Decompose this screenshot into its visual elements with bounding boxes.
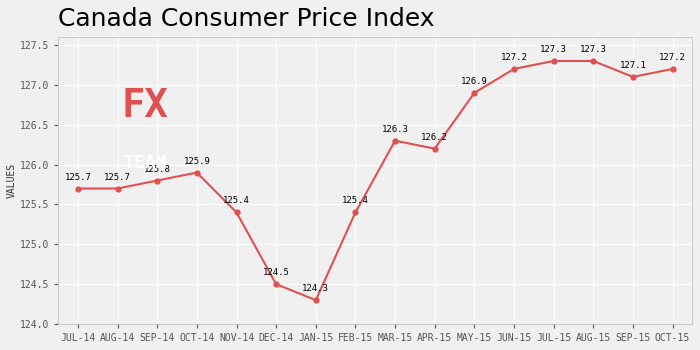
Text: 126.9: 126.9	[461, 77, 488, 86]
Text: 125.4: 125.4	[223, 196, 250, 205]
Text: 127.3: 127.3	[540, 45, 567, 54]
Y-axis label: VALUES: VALUES	[7, 163, 17, 198]
Text: 127.3: 127.3	[580, 45, 607, 54]
Text: 124.3: 124.3	[302, 284, 329, 293]
Text: FX: FX	[122, 87, 169, 125]
Text: 125.9: 125.9	[183, 157, 210, 166]
Text: 127.2: 127.2	[500, 53, 527, 62]
Text: 127.2: 127.2	[659, 53, 686, 62]
Text: 126.3: 126.3	[382, 125, 409, 134]
Text: 126.2: 126.2	[421, 133, 448, 142]
Text: 125.7: 125.7	[104, 173, 131, 182]
Text: 125.7: 125.7	[64, 173, 92, 182]
Text: 125.4: 125.4	[342, 196, 369, 205]
Text: 127.1: 127.1	[620, 61, 646, 70]
Text: 124.5: 124.5	[262, 268, 290, 277]
Text: TEAM: TEAM	[123, 154, 167, 172]
Text: 125.8: 125.8	[144, 164, 171, 174]
Text: Canada Consumer Price Index: Canada Consumer Price Index	[58, 7, 435, 31]
